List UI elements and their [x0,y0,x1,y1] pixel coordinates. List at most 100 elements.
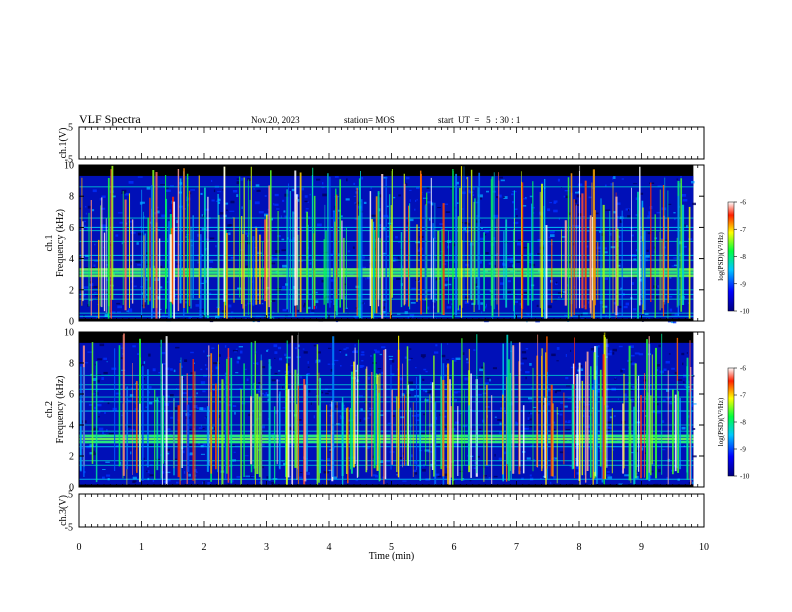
ch1-noise-speck [519,302,521,306]
ch2-noise-speck [565,439,567,442]
ch2-noise-speck [152,368,156,372]
ch2-noise-speck [455,357,461,360]
ch1-ylabel-line: ch.1 [44,235,55,252]
ch2-noise-speck [612,348,617,352]
ch1-noise-speck [273,203,275,206]
ch2-noise-speck [140,364,144,367]
ch1-noise-speck [232,216,235,218]
ch1-noise-speck [156,296,161,299]
ch1-noise-speck [247,178,252,182]
ch1-noise-speck [231,311,234,314]
ch1-noise-speck [287,237,289,240]
ch1-noise-speck [635,249,638,252]
ch2-noise-speck [494,416,497,418]
ch2-noise-speck [634,475,639,479]
ch2-noise-speck [189,452,194,456]
ch1-noise-speck [691,181,695,184]
ch1-noise-speck [116,302,121,305]
ch1-noise-speck [461,208,464,210]
ch1-noise-speck [521,205,527,207]
ch1-noise-speck [347,250,351,253]
ch2-noise-speck [411,414,416,417]
ch1-noise-speck [282,286,286,289]
ch2-noise-speck [182,392,188,394]
ch2-noise-speck [106,429,108,432]
ch1-noise-speck [220,212,224,215]
ch2-noise-speck [566,385,571,387]
ch2-noise-speck [692,455,697,458]
ch2-noise-speck [618,345,623,348]
ch2-noise-speck [233,451,236,453]
ch2-noise-speck [624,474,629,477]
ch2-noise-speck [396,474,399,476]
ch1-noise-speck [563,195,566,198]
ch2-noise-speck [606,471,610,473]
ch2-noise-speck [451,357,455,360]
ch2-noise-speck [183,471,186,474]
ch2-noise-speck [398,377,404,381]
ch1-noise-speck [594,212,599,215]
ch1-ytick-label: 10 [64,161,74,172]
ch2-noise-speck [644,433,647,436]
ch2-noise-speck [148,353,151,357]
ch1-noise-speck [423,298,428,301]
ch2-noise-speck [358,395,363,398]
ch1-colorbar-tick-label: -8 [740,253,746,261]
ch2-noise-speck [575,458,578,460]
ch2-noise-speck [80,447,85,450]
ch2-noise-speck [498,457,502,461]
ch1-noise-speck [682,199,688,202]
ch2-noise-speck [372,455,375,459]
ch2-noise-speck [478,393,482,396]
ch1-noise-speck [273,257,279,260]
ch2-noise-speck [423,368,427,371]
ch2-noise-speck [381,371,384,375]
ch2-noise-speck [479,386,485,388]
ch2-noise-speck [630,399,634,401]
ch1-noise-speck [553,201,557,204]
ch1-noise-speck [345,307,348,309]
ch2-noise-speck [391,415,395,417]
ch2-noise-speck [213,426,217,430]
ch1-noise-speck [215,245,217,248]
ch1-noise-speck [471,302,475,305]
ch2-noise-speck [235,372,239,374]
ch2-noise-speck [234,412,236,415]
ch1-noise-speck [343,296,347,299]
ch2-noise-speck [90,373,92,376]
ch2-noise-speck [446,343,449,345]
ch2-noise-speck [154,400,159,402]
ch2-noise-speck [668,353,671,355]
ch1-noise-speck [258,189,260,191]
ch1-noise-speck [599,230,601,233]
ch1-noise-speck [191,244,193,247]
ch1-noise-speck [397,313,401,315]
ch1-noise-speck [429,218,431,221]
ch1-colorbar-tick-label: -7 [740,226,746,234]
x-axis-label: Time (min) [369,551,414,562]
ch1-noise-speck [455,181,459,185]
ch1-noise-speck [513,221,519,225]
ch2-noise-speck [79,393,81,396]
ch2-noise-speck [453,359,457,362]
ch2-noise-speck [327,390,331,392]
ch1-noise-speck [159,308,162,310]
ch1-noise-speck [245,265,249,269]
ch1-noise-speck [560,187,563,188]
ch2-noise-speck [459,413,462,415]
ch2-noise-speck [515,421,517,424]
ch1-noise-speck [562,291,567,293]
ch1-noise-speck [363,201,367,204]
ch2-noise-speck [335,405,339,408]
ch2-noise-speck [607,433,612,435]
ch2-noise-speck [527,418,532,421]
ch2-noise-speck [169,433,172,436]
ch1-noise-speck [270,262,274,265]
ch1-noise-speck [404,299,407,302]
ch2-noise-speck [326,458,331,461]
ch2-noise-speck [256,362,259,365]
ch2-noise-speck [173,458,178,461]
ch1-noise-speck [188,316,192,320]
ch1-noise-speck [355,187,361,190]
ch2-noise-speck [492,439,495,442]
